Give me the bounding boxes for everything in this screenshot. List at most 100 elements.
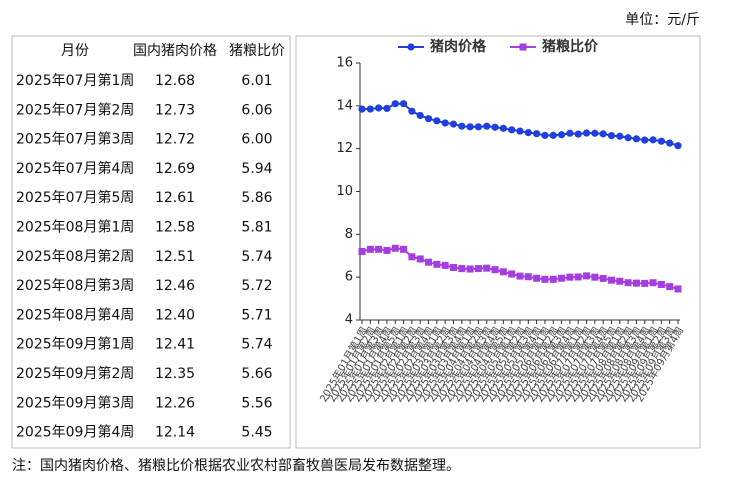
table-cell: 12.40 [155,307,195,323]
table-cell: 5.45 [241,425,272,441]
y-tick-label: 12 [336,141,353,156]
marker [416,111,424,120]
marker [466,265,474,273]
table-header: 国内猪肉价格 [133,43,217,59]
table-cell: 2025年07月第3周 [16,131,134,148]
marker [519,43,527,51]
table-cell: 12.14 [155,425,195,441]
marker [366,105,374,113]
marker [641,136,649,144]
marker [375,245,383,253]
marker [499,124,507,132]
marker [607,132,616,140]
marker [583,272,591,280]
marker [474,265,482,273]
marker [383,104,391,113]
marker [375,104,383,112]
marker [599,130,607,138]
marker [599,274,607,282]
table-cell: 2025年07月第5周 [16,189,134,206]
table-cell: 6.06 [241,102,272,118]
table-cell: 12.46 [155,278,195,294]
marker [533,130,541,138]
marker [657,137,665,145]
legend-label: 猪肉价格 [429,38,487,55]
marker [624,279,632,287]
marker [574,130,582,138]
marker [524,129,532,137]
marker [558,274,566,282]
marker [391,244,399,252]
marker [408,107,416,115]
y-tick-label: 10 [336,184,353,199]
marker [358,105,366,113]
marker [399,100,408,108]
table-cell: 2025年07月第2周 [16,101,134,118]
marker [483,264,491,272]
marker [657,280,665,288]
table-cell: 2025年09月第3周 [16,394,134,411]
y-tick-label: 8 [345,227,353,242]
marker [616,277,624,285]
marker [582,129,591,137]
table-cell: 12.51 [155,249,195,265]
y-tick-label: 4 [345,313,353,328]
marker [383,246,391,254]
legend-label: 猪粮比价 [541,38,599,55]
table-cell: 5.74 [241,337,272,353]
marker [433,117,441,125]
table-cell: 2025年08月第2周 [16,248,134,265]
marker [458,265,466,273]
table-cell: 12.73 [155,102,195,118]
table-cell: 12.72 [155,132,195,148]
marker [449,264,457,272]
marker [549,275,557,283]
table-cell: 12.41 [155,337,195,353]
table-cell: 5.81 [241,220,272,236]
table-cell: 6.00 [241,132,272,148]
marker [674,285,682,293]
table-cell: 12.61 [155,190,195,206]
marker [541,131,549,139]
marker [441,119,449,127]
marker [449,120,458,128]
marker [424,115,433,123]
y-tick-label: 14 [336,98,353,113]
marker [666,283,674,291]
table-cell: 12.68 [155,73,195,89]
marker [491,266,499,274]
table-cell: 5.94 [241,161,272,177]
marker [607,276,615,284]
marker [407,43,415,51]
marker [533,274,541,282]
y-tick-label: 16 [336,56,353,71]
marker [541,275,549,283]
marker [549,131,557,139]
marker [632,135,641,143]
table-cell: 5.71 [241,307,272,323]
marker [557,131,566,139]
marker [458,122,466,130]
table-cell: 6.01 [241,73,272,89]
marker [591,129,599,137]
chart-frame [295,35,701,449]
marker [574,273,582,281]
marker [591,273,599,281]
marker [441,261,449,269]
table-cell: 2025年08月第1周 [16,219,134,236]
table-header: 猪粮比价 [229,43,285,59]
table-cell: 5.86 [241,190,272,206]
marker [416,255,424,263]
marker [499,268,507,276]
y-tick-label: 6 [345,270,353,285]
table-frame [11,35,291,449]
unit-label: 单位：元/斤 [625,12,700,28]
marker [483,122,491,130]
table-cell: 12.35 [155,366,195,382]
table-cell: 5.66 [241,366,272,382]
marker [400,245,408,253]
marker [624,134,632,142]
marker [474,123,483,131]
marker [566,129,574,137]
table-cell: 12.26 [155,395,195,411]
